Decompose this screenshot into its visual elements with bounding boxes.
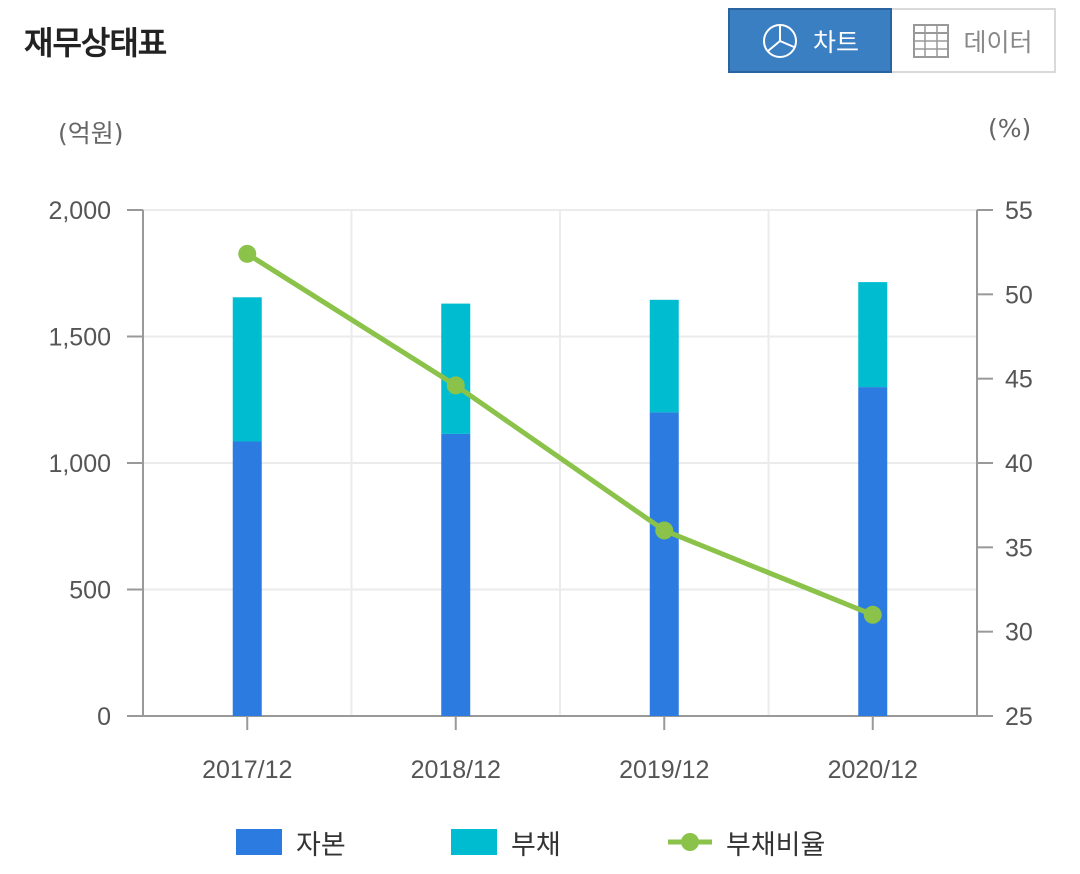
legend-swatch xyxy=(451,829,497,855)
legend-swatch xyxy=(236,829,282,855)
bar-equity xyxy=(441,433,471,716)
data-view-button[interactable]: 데이터 xyxy=(892,8,1056,73)
debt-ratio-point xyxy=(238,244,257,263)
x-axis-tick-label: 2018/12 xyxy=(411,756,501,784)
debt-ratio-point xyxy=(863,605,882,624)
pie-chart-icon xyxy=(761,22,799,60)
debt-ratio-point xyxy=(446,376,465,395)
legend-swatch xyxy=(668,833,712,851)
page-title: 재무상태표 xyxy=(24,24,167,62)
x-axis-tick-label: 2020/12 xyxy=(828,756,918,784)
view-toggle: 차트 데이터 xyxy=(728,8,1056,73)
left-axis-tick-label: 0 xyxy=(97,703,111,731)
legend-item[interactable]: 부채 xyxy=(451,822,561,862)
right-axis-tick-label: 35 xyxy=(1005,534,1033,562)
left-axis-tick-label: 2,000 xyxy=(48,197,111,225)
chart-legend: 자본 부채 부채비율 xyxy=(0,822,1080,862)
right-axis-tick-label: 50 xyxy=(1005,281,1033,309)
bar-liabilities xyxy=(858,282,888,388)
debt-ratio-line xyxy=(245,251,874,618)
right-axis-tick-label: 25 xyxy=(1005,703,1033,731)
bar-equity xyxy=(232,441,262,716)
chart-view-label: 차트 xyxy=(812,27,859,57)
bar-equity xyxy=(649,412,679,716)
legend-label: 부채 xyxy=(511,829,561,861)
x-axis-tick-label: 2019/12 xyxy=(619,756,709,784)
legend-label: 부채비율 xyxy=(726,829,826,861)
right-axis-tick-label: 55 xyxy=(1005,197,1033,225)
bar-liabilities xyxy=(441,303,471,434)
right-axis-tick-label: 30 xyxy=(1005,619,1033,647)
bar-liabilities xyxy=(232,297,262,442)
x-axis-tick-label: 2017/12 xyxy=(202,756,292,784)
legend-label: 자본 xyxy=(296,829,346,861)
table-icon xyxy=(913,23,950,58)
left-axis-tick-label: 1,500 xyxy=(48,324,111,352)
bar-equity xyxy=(858,387,888,716)
debt-ratio-point xyxy=(655,521,674,540)
left-axis-tick-label: 500 xyxy=(69,577,111,605)
bar-liabilities xyxy=(649,299,679,413)
right-axis-tick-label: 40 xyxy=(1005,450,1033,478)
right-axis-tick-label: 45 xyxy=(1005,366,1033,394)
data-view-label: 데이터 xyxy=(963,27,1033,57)
chart-view-button[interactable]: 차트 xyxy=(728,8,892,73)
right-axis-unit: (%) xyxy=(988,114,1032,143)
left-axis-unit: (억원) xyxy=(58,119,124,148)
left-axis-tick-label: 1,000 xyxy=(48,450,111,478)
legend-item[interactable]: 자본 xyxy=(236,822,346,862)
legend-item[interactable]: 부채비율 xyxy=(668,822,825,862)
